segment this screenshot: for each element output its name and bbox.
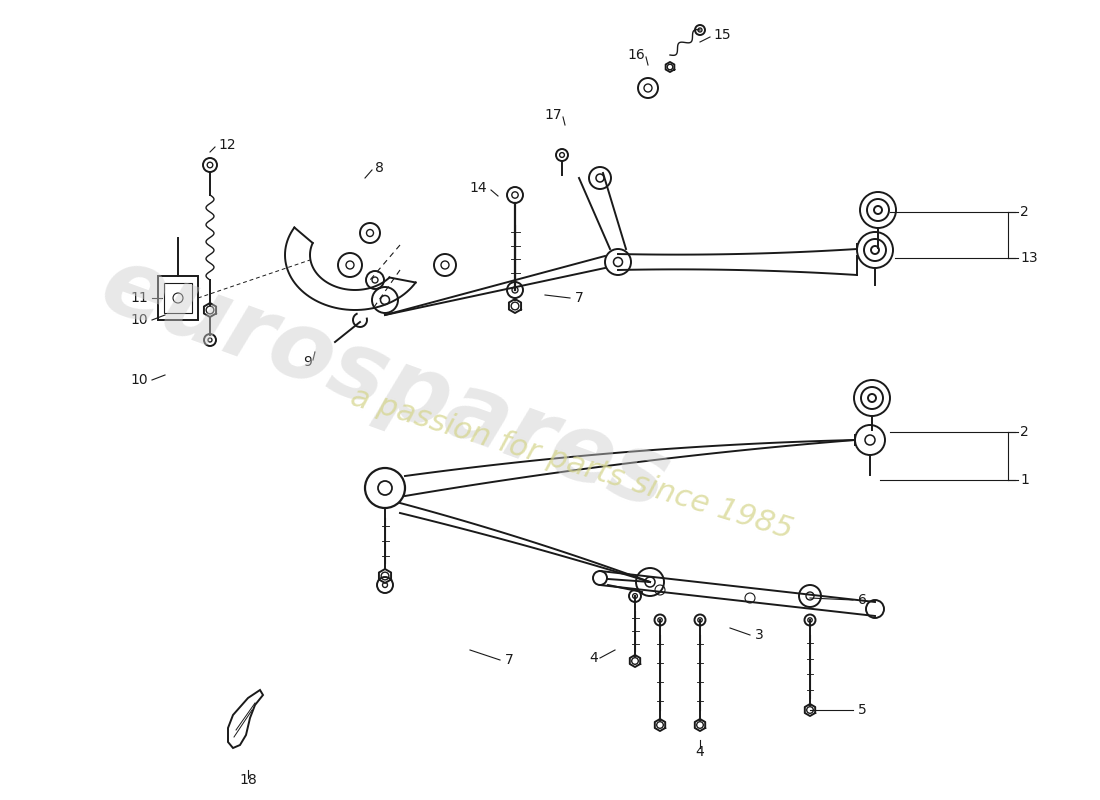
Text: 18: 18 [239,773,257,787]
Text: 17: 17 [544,108,562,122]
Text: 5: 5 [858,703,867,717]
Text: 15: 15 [713,28,730,42]
Bar [158,276,198,320]
Text: 6: 6 [858,593,867,607]
Text: 4: 4 [590,651,598,665]
Text: 12: 12 [218,138,235,152]
Text: 13: 13 [1020,251,1037,265]
Text: 2: 2 [1020,205,1028,219]
Text: 9: 9 [304,355,312,369]
Text: 3: 3 [755,628,763,642]
Text: a passion for parts since 1985: a passion for parts since 1985 [348,382,796,546]
Text: 4: 4 [695,745,704,759]
Bar [164,283,192,313]
Text: 10: 10 [131,313,149,327]
Text: 10: 10 [131,373,149,387]
Text: 7: 7 [505,653,514,667]
Text: 2: 2 [1020,425,1028,439]
Text: 14: 14 [470,181,487,195]
Text: 11: 11 [130,291,148,305]
Text: 8: 8 [375,161,384,175]
Text: 7: 7 [575,291,584,305]
Text: eurospares: eurospares [88,238,682,530]
Text: 1: 1 [1020,473,1028,487]
Text: 16: 16 [627,48,645,62]
